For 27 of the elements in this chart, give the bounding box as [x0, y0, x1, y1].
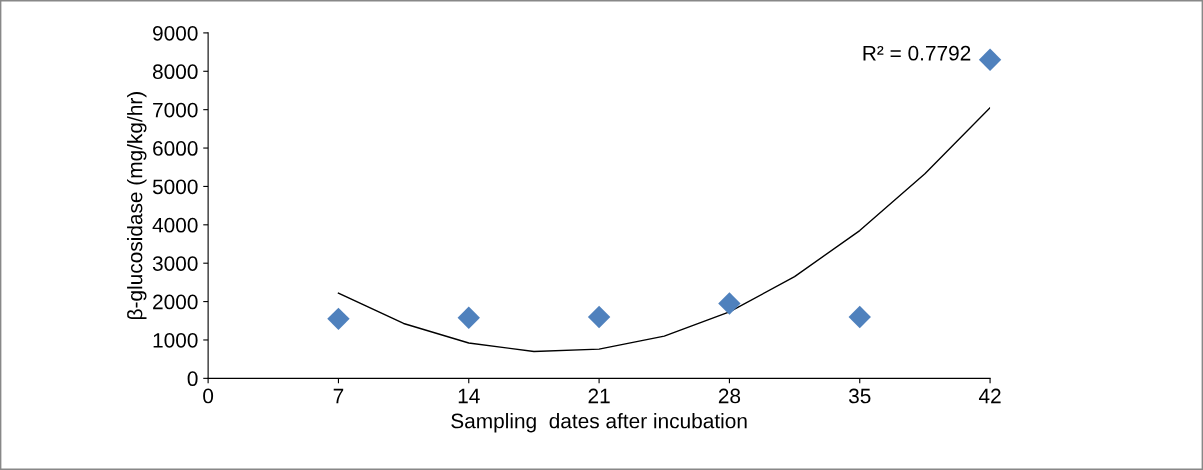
x-axis-title: Sampling dates after incubation — [451, 413, 747, 433]
y-tick-label: 1000 — [153, 332, 198, 348]
x-tick-label: 35 — [848, 388, 871, 404]
point — [978, 48, 1002, 71]
y-tick-label: 8000 — [152, 64, 198, 80]
x-tick-label: 21 — [588, 388, 610, 404]
line-series — [337, 107, 991, 353]
y-tick-label: 2000 — [153, 294, 198, 310]
point — [718, 292, 741, 315]
x-tick-label: 0 — [203, 388, 214, 404]
y-axis-title: β-glucosidase (mg/kg/hr) — [127, 92, 147, 319]
x-tick-label: 28 — [718, 388, 741, 404]
annotation: R² = 0.7792 — [863, 45, 971, 61]
x-tick-label: 42 — [978, 388, 1001, 404]
y-tick-label: 3000 — [152, 256, 198, 271]
point — [848, 305, 871, 329]
x-tick-label: 7 — [333, 388, 344, 404]
x-tick-label: 14 — [458, 388, 480, 404]
y-tick-label: 9000 — [153, 25, 198, 41]
y-tick-label: 5000 — [152, 179, 198, 195]
y-tick-label: 6000 — [153, 141, 198, 156]
point — [457, 306, 480, 329]
point — [587, 305, 611, 329]
point — [327, 307, 350, 331]
y-tick-label: 4000 — [152, 217, 198, 233]
y-tick-label: 0 — [187, 371, 198, 387]
y-tick-label: 7000 — [153, 102, 198, 118]
